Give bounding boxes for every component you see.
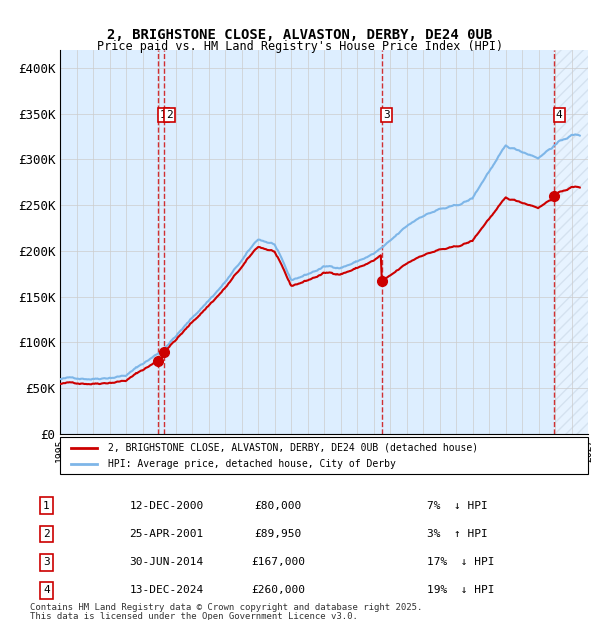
- Bar: [554, 50, 588, 434]
- HPI: Average price, detached house, City of Derby: (2.01e+03, 1.76e+05): Average price, detached house, City of D…: [307, 269, 314, 277]
- Text: £89,950: £89,950: [255, 529, 302, 539]
- Text: HPI: Average price, detached house, City of Derby: HPI: Average price, detached house, City…: [107, 459, 395, 469]
- 2, BRIGHSTONE CLOSE, ALVASTON, DERBY, DE24 0UB (detached house): [484, 217, 491, 224]
- Text: 2: 2: [166, 110, 173, 120]
- Text: 7%  ↓ HPI: 7% ↓ HPI: [427, 501, 488, 511]
- 2, BRIGHSTONE CLOSE, ALVASTON, DERBY, DE24 0UB (detached house): [88, 381, 95, 388]
- 2, BRIGHSTONE CLOSE, ALVASTON, DERBY, DE24 0UB (detached house): [576, 184, 583, 191]
- HPI: Average price, detached house, City of Derby: (2.01e+03, 1.82e+05): Average price, detached house, City of D…: [338, 264, 346, 272]
- HPI: Average price, detached house, City of Derby: (2.01e+03, 1.74e+05): Average price, detached house, City of D…: [304, 270, 311, 278]
- Text: Contains HM Land Registry data © Crown copyright and database right 2025.: Contains HM Land Registry data © Crown c…: [30, 603, 422, 612]
- Text: 3: 3: [43, 557, 50, 567]
- HPI: Average price, detached house, City of Derby: (2.01e+03, 1.95e+05): Average price, detached house, City of D…: [367, 251, 374, 259]
- HPI: Average price, detached house, City of Derby: (2.03e+03, 3.27e+05): Average price, detached house, City of D…: [572, 131, 579, 138]
- Text: 3: 3: [383, 110, 390, 120]
- 2, BRIGHSTONE CLOSE, ALVASTON, DERBY, DE24 0UB (detached house): [565, 185, 572, 193]
- 2, BRIGHSTONE CLOSE, ALVASTON, DERBY, DE24 0UB (detached house): [367, 258, 374, 265]
- Bar: [554, 50, 588, 434]
- HPI: Average price, detached house, City of Derby: (2.03e+03, 3.26e+05): Average price, detached house, City of D…: [576, 132, 583, 140]
- Text: 1: 1: [43, 501, 50, 511]
- HPI: Average price, detached house, City of Derby: (2.02e+03, 2.84e+05): Average price, detached house, City of D…: [484, 170, 491, 178]
- 2, BRIGHSTONE CLOSE, ALVASTON, DERBY, DE24 0UB (detached house): [307, 275, 314, 283]
- 2, BRIGHSTONE CLOSE, ALVASTON, DERBY, DE24 0UB (detached house): [304, 277, 311, 284]
- Text: 17%  ↓ HPI: 17% ↓ HPI: [427, 557, 495, 567]
- Text: 1: 1: [160, 110, 167, 120]
- Text: 19%  ↓ HPI: 19% ↓ HPI: [427, 585, 495, 595]
- Line: 2, BRIGHSTONE CLOSE, ALVASTON, DERBY, DE24 0UB (detached house): 2, BRIGHSTONE CLOSE, ALVASTON, DERBY, DE…: [60, 187, 580, 384]
- Text: Price paid vs. HM Land Registry's House Price Index (HPI): Price paid vs. HM Land Registry's House …: [97, 40, 503, 53]
- 2, BRIGHSTONE CLOSE, ALVASTON, DERBY, DE24 0UB (detached house): [338, 270, 346, 278]
- Line: HPI: Average price, detached house, City of Derby: HPI: Average price, detached house, City…: [60, 135, 580, 379]
- FancyBboxPatch shape: [60, 437, 588, 474]
- Text: 4: 4: [43, 585, 50, 595]
- Text: 2, BRIGHSTONE CLOSE, ALVASTON, DERBY, DE24 0UB (detached house): 2, BRIGHSTONE CLOSE, ALVASTON, DERBY, DE…: [107, 443, 478, 453]
- Text: 12-DEC-2000: 12-DEC-2000: [130, 501, 203, 511]
- Text: £167,000: £167,000: [251, 557, 305, 567]
- 2, BRIGHSTONE CLOSE, ALVASTON, DERBY, DE24 0UB (detached house): [56, 380, 64, 388]
- Text: £260,000: £260,000: [251, 585, 305, 595]
- Text: 2, BRIGHSTONE CLOSE, ALVASTON, DERBY, DE24 0UB: 2, BRIGHSTONE CLOSE, ALVASTON, DERBY, DE…: [107, 28, 493, 42]
- Text: 25-APR-2001: 25-APR-2001: [130, 529, 203, 539]
- Text: 30-JUN-2014: 30-JUN-2014: [130, 557, 203, 567]
- Text: £80,000: £80,000: [255, 501, 302, 511]
- Text: 2: 2: [43, 529, 50, 539]
- HPI: Average price, detached house, City of Derby: (2e+03, 5.95e+04): Average price, detached house, City of D…: [88, 376, 95, 383]
- HPI: Average price, detached house, City of Derby: (2.03e+03, 3.24e+05): Average price, detached house, City of D…: [565, 134, 572, 141]
- HPI: Average price, detached house, City of Derby: (2e+03, 6e+04): Average price, detached house, City of D…: [56, 375, 64, 383]
- Text: 13-DEC-2024: 13-DEC-2024: [130, 585, 203, 595]
- Text: This data is licensed under the Open Government Licence v3.0.: This data is licensed under the Open Gov…: [30, 612, 358, 620]
- Text: 4: 4: [556, 110, 563, 120]
- Text: 3%  ↑ HPI: 3% ↑ HPI: [427, 529, 488, 539]
- 2, BRIGHSTONE CLOSE, ALVASTON, DERBY, DE24 0UB (detached house): [572, 183, 579, 190]
